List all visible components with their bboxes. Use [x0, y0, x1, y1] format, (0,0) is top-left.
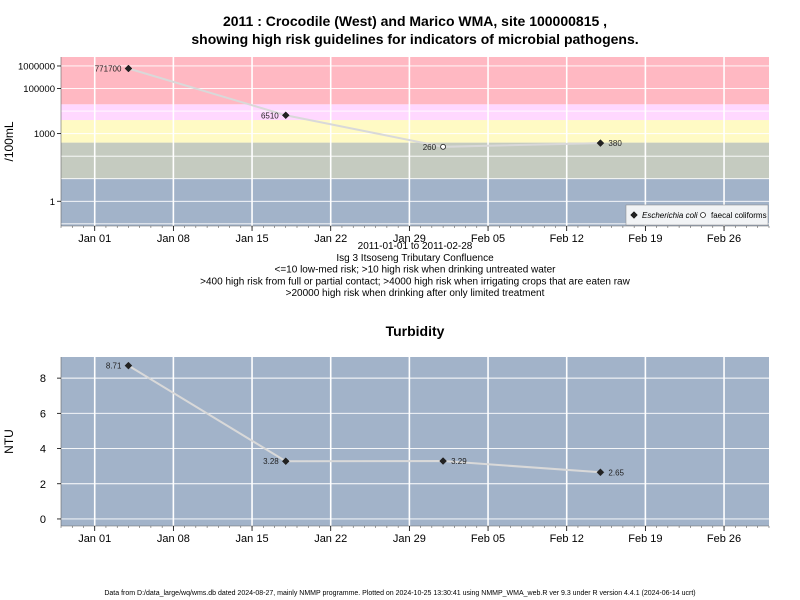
x-tick-label: Jan 08	[157, 233, 190, 245]
data-point	[440, 143, 446, 150]
plot-background	[61, 357, 769, 526]
data-label: 771700	[95, 65, 122, 74]
data-point	[281, 111, 290, 120]
footer-note: Data from D:/data_large/wq/wms.db dated …	[104, 590, 695, 597]
x-tick-label: Jan 08	[157, 533, 190, 545]
x-tick-label: Feb 26	[707, 233, 741, 245]
x-tick-label: Jan 01	[78, 233, 111, 245]
data-point	[596, 468, 605, 477]
data-point	[439, 457, 447, 465]
y-tick-label: 100000	[23, 84, 55, 95]
x-tick-label: Jan 22	[314, 233, 347, 245]
caption-line: >20000 high risk when drinking after onl…	[286, 288, 545, 299]
x-tick-label: Feb 19	[628, 233, 662, 245]
x-tick-label: Jan 29	[393, 233, 426, 245]
chart-title: Turbidity	[386, 323, 445, 339]
x-tick-label: Jan 01	[78, 533, 111, 545]
x-tick-label: Feb 26	[707, 533, 741, 545]
legend-label-e-coli: Escherichia coli	[642, 211, 698, 220]
y-axis-label: NTU	[2, 429, 16, 454]
legend-marker-faecal	[700, 212, 706, 218]
caption-line: <=10 low-med risk; >10 high risk when dr…	[275, 265, 557, 276]
data-label: 3.29	[451, 457, 467, 466]
data-label: 2.65	[608, 468, 624, 477]
y-tick-label: 0	[40, 514, 46, 526]
risk-band	[61, 142, 769, 179]
data-label: 380	[608, 139, 622, 148]
series-line-e-coli	[128, 67, 601, 148]
data-point	[281, 457, 290, 466]
data-label: 260	[423, 143, 437, 152]
x-tick-label: Jan 22	[314, 533, 347, 545]
turbidity-chart: Turbidity Jan 01 Jan 08 Jan 15 Jan 22 Jan 29 F…	[2, 323, 770, 545]
x-tick-label: Feb 19	[628, 533, 662, 545]
data-label: 3.28	[263, 457, 279, 466]
chart-title-line: 2011 : Crocodile (West) and Marico WMA, …	[223, 13, 607, 29]
y-axis-label: /100mL	[2, 121, 16, 161]
risk-band	[61, 104, 769, 121]
risk-band	[61, 120, 769, 143]
x-tick-label: Jan 15	[236, 233, 269, 245]
y-tick-label: 4	[40, 444, 46, 456]
risk-band	[61, 57, 769, 105]
data-point	[596, 139, 605, 147]
data-label: 8.71	[106, 362, 122, 371]
x-tick-label: Feb 12	[550, 233, 584, 245]
x-tick-label: Feb 05	[471, 533, 505, 545]
legend-label-faecal: faecal coliforms	[711, 211, 767, 220]
x-tick-label: Feb 12	[550, 533, 584, 545]
microbial-chart: 2011 : Crocodile (West) and Marico WMA, …	[2, 13, 770, 299]
caption-line: >400 high risk from full or partial cont…	[200, 276, 630, 287]
legend-marker-e-coli	[630, 211, 638, 219]
chart-title-line: showing high risk guidelines for indicat…	[191, 31, 638, 47]
legend-box	[625, 204, 769, 226]
x-tick-label: Jan 15	[236, 533, 269, 545]
data-point	[124, 361, 133, 370]
caption-line: 2011-01-01 to 2011-02-28	[358, 241, 473, 252]
series-line-turbidity	[127, 364, 601, 474]
legend: Escherichia coli faecal coliforms	[625, 204, 769, 226]
y-tick-label: 1000	[34, 129, 55, 140]
x-tick-label: Jan 29	[393, 533, 426, 545]
y-tick-label: 2	[40, 479, 46, 491]
x-tick-label: Feb 05	[471, 233, 505, 245]
y-tick-label: 1000000	[18, 61, 55, 72]
caption-line: Isg 3 Itsoseng Tributary Confluence	[336, 253, 494, 264]
y-tick-label: 6	[40, 408, 46, 420]
y-tick-label: 8	[40, 373, 46, 385]
y-tick-label: 1	[50, 197, 55, 208]
data-label: 6510	[261, 111, 279, 120]
data-point	[124, 64, 133, 73]
